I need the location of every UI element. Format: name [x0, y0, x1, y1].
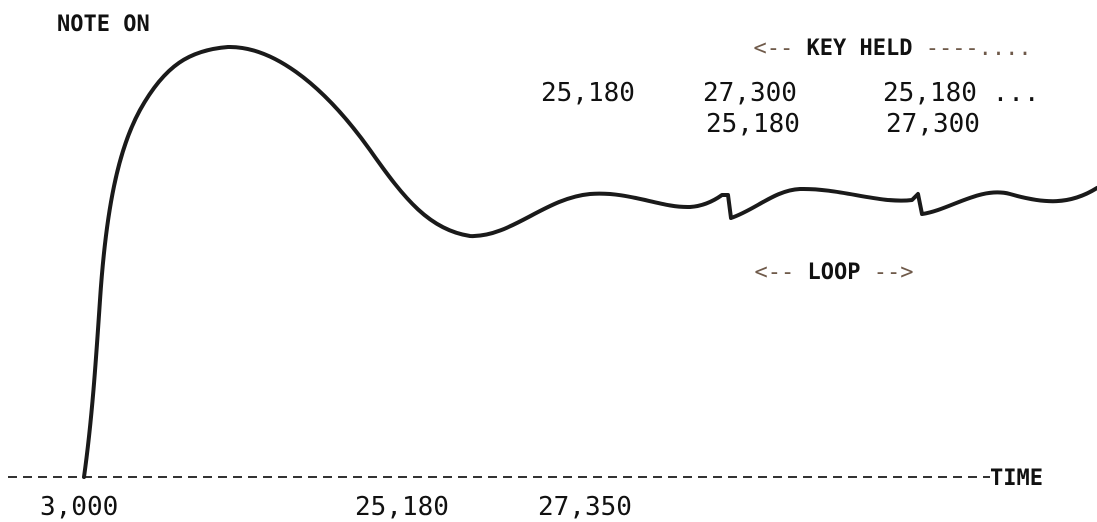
key-held-annotation: <-- KEY HELD ----.... [727, 16, 1032, 60]
key-held-dashes: ----.... [912, 36, 1032, 61]
loop-arrow-left: <-- [754, 260, 808, 285]
key-held-label: KEY HELD [806, 36, 913, 61]
second-row-value-1: 25,180 [706, 109, 800, 139]
envelope-curve [82, 44, 1097, 479]
top-value-3: 25,180 ... [883, 78, 1040, 108]
loop-label: LOOP [807, 260, 861, 285]
loop-arrow-right: --> [860, 260, 914, 285]
top-value-1: 25,180 [541, 78, 635, 108]
time-axis-label: TIME [990, 466, 1043, 491]
axis-value-loop-end: 27,350 [538, 492, 632, 522]
axis-value-loop-start: 25,180 [355, 492, 449, 522]
key-held-arrow: <-- [753, 36, 807, 61]
axis-value-start: 3,000 [40, 492, 119, 522]
top-value-2: 27,300 [703, 78, 797, 108]
second-row-value-2: 27,300 [886, 109, 980, 139]
note-on-label: NOTE ON [57, 12, 150, 37]
loop-annotation: <-- LOOP --> [728, 240, 914, 285]
